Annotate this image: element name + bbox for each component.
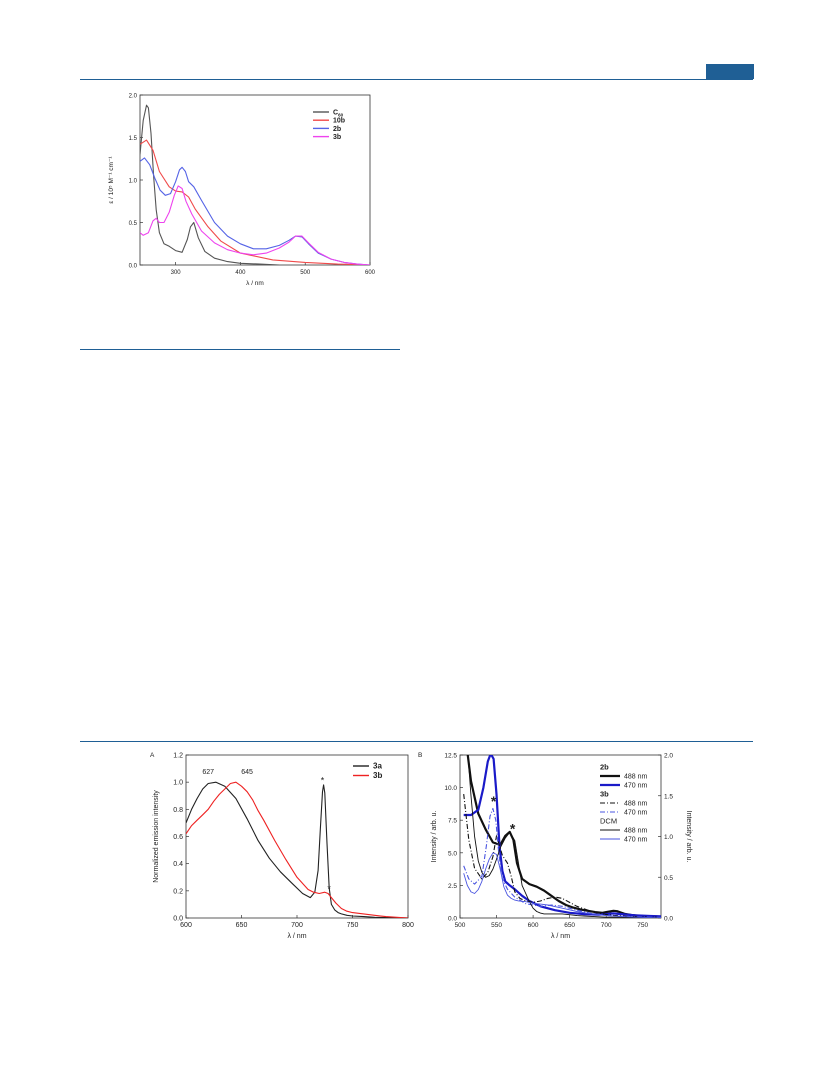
- y-tick-label: 7.5: [448, 818, 457, 825]
- y-tick-label: 0.0: [173, 916, 183, 923]
- annotation: *: [321, 775, 325, 785]
- legend-group-2: DCM: [600, 817, 617, 826]
- annotation: *: [491, 793, 497, 809]
- series-line-4: [467, 755, 661, 918]
- x-tick-label: 800: [402, 922, 414, 929]
- series-line-0: [186, 781, 408, 918]
- legend-label-1: 3b: [373, 771, 382, 780]
- x-axis-label: λ / nm: [246, 280, 264, 287]
- legend-label-main: C: [333, 110, 338, 117]
- annotation: *: [510, 820, 516, 836]
- legend-label-3: 3b: [333, 134, 341, 141]
- x-tick-label: 700: [601, 922, 612, 929]
- legend-label-5: 470 nm: [624, 837, 648, 844]
- y-axis-label: Intensity / arb. u.: [431, 811, 438, 863]
- x-axis-label: λ / nm: [551, 933, 570, 940]
- y-tick-label: 0.4: [173, 861, 183, 868]
- x-axis-label: λ / nm: [287, 933, 306, 940]
- legend-label-2: 488 nm: [624, 801, 648, 808]
- plot-area: [186, 781, 408, 918]
- legend-label-3: 470 nm: [624, 810, 648, 817]
- series-line-3: [463, 807, 661, 918]
- plot-frame: [459, 754, 662, 919]
- legend-label-4: 488 nm: [624, 828, 648, 835]
- panel-label: B: [418, 752, 422, 759]
- header-rule: [80, 79, 753, 80]
- legend-label-0: C60: [333, 110, 344, 118]
- x-tick-label: 700: [291, 922, 303, 929]
- legend-label-1: 10b: [333, 118, 345, 125]
- series-line-5: [463, 852, 661, 918]
- x-tick-label: 750: [347, 922, 359, 929]
- y-tick-label: 0.6: [173, 834, 183, 841]
- x-tick-label: 750: [637, 922, 648, 929]
- series-line-1: [463, 755, 661, 918]
- y-tick-label: 1.0: [173, 780, 183, 787]
- x-tick-label: 500: [300, 270, 311, 276]
- y-tick-label: 0.5: [129, 221, 138, 227]
- y-tick-label: 1.5: [129, 136, 138, 142]
- y-tick-label: 0.8: [173, 807, 183, 814]
- x-tick-label: 600: [528, 922, 539, 929]
- x-tick-label: 300: [171, 270, 182, 276]
- legend-label-0: 3a: [373, 762, 382, 771]
- plot-frame: [139, 94, 371, 266]
- y-axis-label: Normalized emission intensity: [153, 790, 160, 883]
- y-tick-label: 2.5: [448, 883, 457, 890]
- legend-label-0: 488 nm: [624, 774, 648, 781]
- y-right-tick-label: 1.5: [664, 793, 673, 800]
- plot-area: [140, 104, 370, 265]
- legend-group-1: 3b: [600, 790, 609, 799]
- plot-frame: [185, 754, 409, 919]
- figure-rule: [80, 741, 753, 742]
- series-line-1: [140, 139, 370, 265]
- y-tick-label: 1.0: [129, 179, 138, 185]
- annotation: *: [327, 884, 331, 894]
- y-tick-label: 0.0: [448, 916, 457, 923]
- series-line-3: [140, 185, 370, 265]
- y-tick-label: 2.0: [129, 94, 138, 100]
- y-tick-label: 1.2: [173, 753, 183, 760]
- y-right-tick-label: 0.0: [664, 916, 673, 923]
- plot-area: [463, 755, 661, 918]
- x-tick-label: 600: [365, 270, 376, 276]
- y-right-tick-label: 0.5: [664, 875, 673, 882]
- y-axis-label: ε / 10⁵ M⁻¹ cm⁻¹: [108, 156, 115, 204]
- series-line-0: [140, 104, 280, 265]
- legend-label-1: 470 nm: [624, 783, 648, 790]
- legend-label-sub: 60: [338, 113, 344, 118]
- legend-group-0: 2b: [600, 763, 609, 772]
- legend-label-2: 2b: [333, 126, 341, 133]
- y-right-axis-label: Intensity / arb. u.: [685, 811, 692, 863]
- x-tick-label: 550: [491, 922, 502, 929]
- annotation: 645: [241, 769, 253, 776]
- x-tick-label: 400: [235, 270, 246, 276]
- x-tick-label: 650: [236, 922, 248, 929]
- series-line-0: [466, 755, 661, 918]
- y-right-tick-label: 1.0: [664, 834, 673, 841]
- series-line-2: [140, 157, 370, 265]
- x-tick-label: 600: [180, 922, 192, 929]
- panel-label: A: [150, 752, 155, 759]
- y-tick-label: 12.5: [444, 753, 457, 760]
- y-tick-label: 5.0: [448, 850, 457, 857]
- x-tick-label: 500: [455, 922, 466, 929]
- header-tab: [706, 64, 754, 79]
- series-line-2: [463, 794, 661, 918]
- x-tick-label: 650: [564, 922, 575, 929]
- annotation: 627: [202, 769, 214, 776]
- y-tick-label: 10.0: [444, 785, 457, 792]
- section-rule: [80, 349, 400, 350]
- y-right-tick-label: 2.0: [664, 753, 673, 760]
- y-tick-label: 0.0: [129, 264, 138, 270]
- series-line-1: [186, 781, 408, 918]
- y-tick-label: 0.2: [173, 888, 183, 895]
